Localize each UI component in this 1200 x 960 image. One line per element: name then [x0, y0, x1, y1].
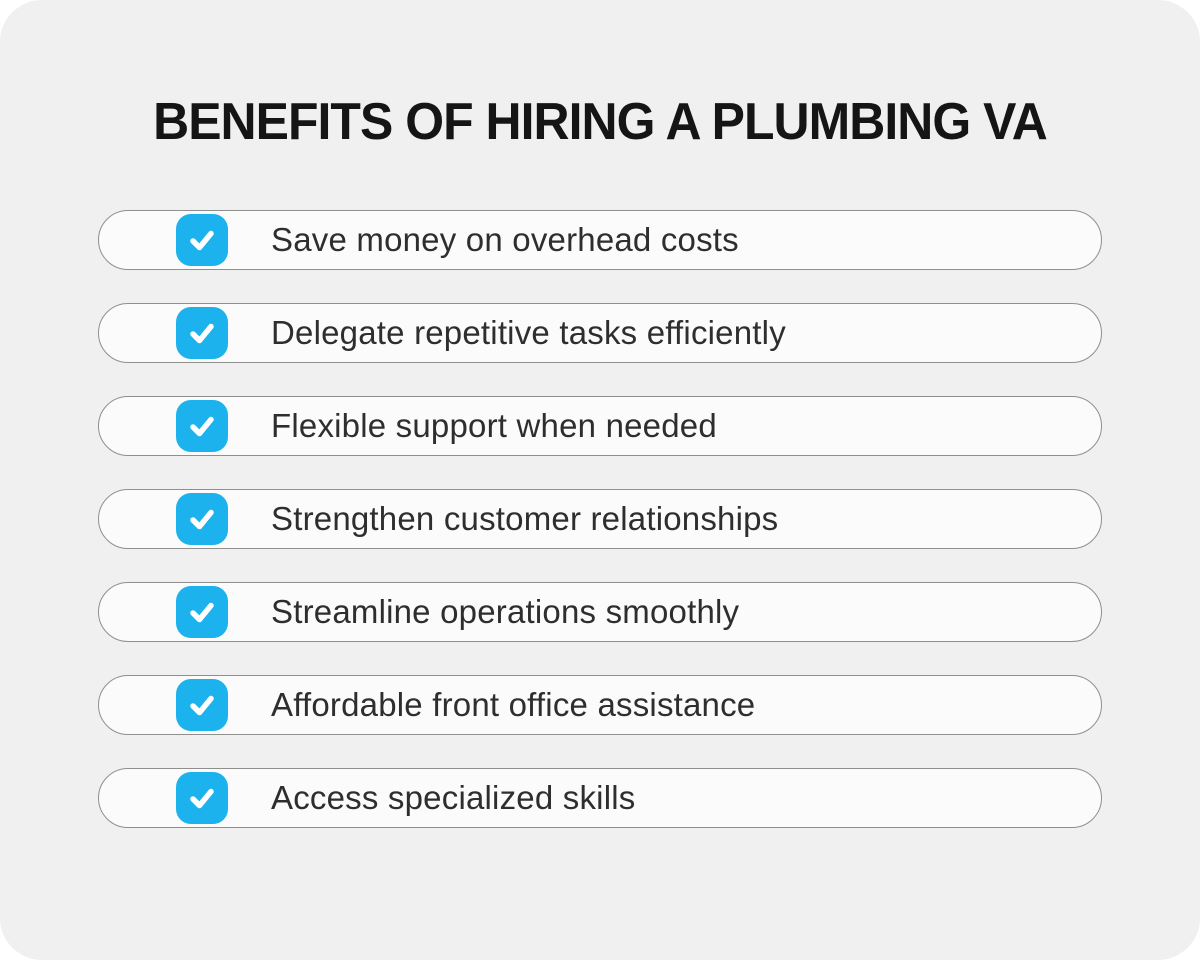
check-icon: [176, 214, 228, 266]
check-icon: [176, 307, 228, 359]
list-item-label: Streamline operations smoothly: [271, 593, 740, 630]
list-item: Streamline operations smoothly: [98, 582, 1102, 642]
check-icon: [176, 493, 228, 545]
list-item: Delegate repetitive tasks efficiently: [98, 303, 1102, 363]
check-icon: [176, 400, 228, 452]
list-item-label: Affordable front office assistance: [271, 686, 756, 723]
check-icon: [176, 772, 228, 824]
benefits-list: Save money on overhead costs Delegate re…: [98, 210, 1102, 828]
list-item-label: Flexible support when needed: [271, 407, 717, 444]
list-item: Strengthen customer relationships: [98, 489, 1102, 549]
list-item: Access specialized skills: [98, 768, 1102, 828]
list-item: Save money on overhead costs: [98, 210, 1102, 270]
list-item-label: Strengthen customer relationships: [271, 500, 779, 537]
check-icon: [176, 679, 228, 731]
check-icon: [176, 586, 228, 638]
list-item: Affordable front office assistance: [98, 675, 1102, 735]
list-item-label: Delegate repetitive tasks efficiently: [271, 314, 786, 351]
list-item-label: Access specialized skills: [271, 779, 636, 816]
page-title: BENEFITS OF HIRING A PLUMBING VA: [153, 93, 1048, 151]
list-item-label: Save money on overhead costs: [271, 221, 739, 258]
list-item: Flexible support when needed: [98, 396, 1102, 456]
